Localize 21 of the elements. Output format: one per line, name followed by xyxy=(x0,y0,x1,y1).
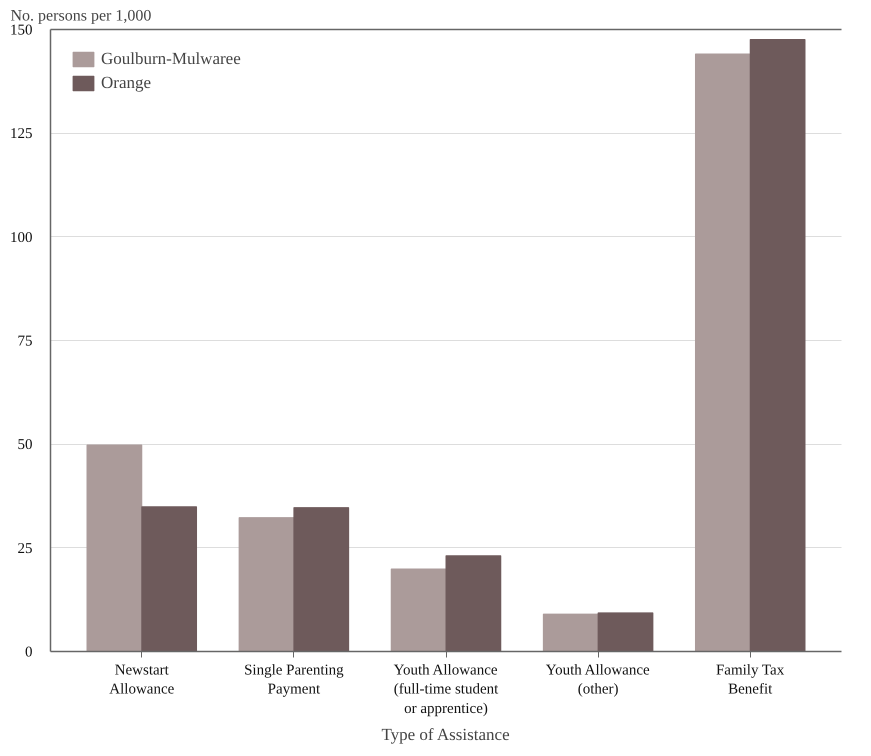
x-tick-label: Family Tax Benefit xyxy=(716,662,785,698)
bar xyxy=(542,614,599,652)
x-tick-label: Youth Allowance (other) xyxy=(546,662,650,698)
y-tick-label: 0 xyxy=(25,644,32,660)
y-tick-label: 75 xyxy=(18,334,32,350)
y-axis-title: No. persons per 1,000 xyxy=(10,8,152,24)
y-tick-label: 25 xyxy=(18,540,32,557)
x-tick-label: Single Parenting Payment xyxy=(244,662,344,698)
y-tick-label: 150 xyxy=(10,22,32,38)
bar xyxy=(86,444,142,652)
y-tick-label: 50 xyxy=(18,437,32,454)
bar xyxy=(694,53,751,652)
y-tick-label: 125 xyxy=(10,126,32,142)
bar xyxy=(238,517,294,652)
legend-label: Goulburn-Mulwaree xyxy=(101,49,241,69)
y-tick-label: 100 xyxy=(10,230,32,246)
x-tick-label: Newstart Allowance xyxy=(109,662,175,698)
x-tick-label: Youth Allowance (full-time student or apprentice) xyxy=(394,662,500,717)
bar xyxy=(390,568,446,652)
legend-label: Orange xyxy=(101,73,152,93)
x-axis-title: Type of Assistance xyxy=(381,724,510,744)
